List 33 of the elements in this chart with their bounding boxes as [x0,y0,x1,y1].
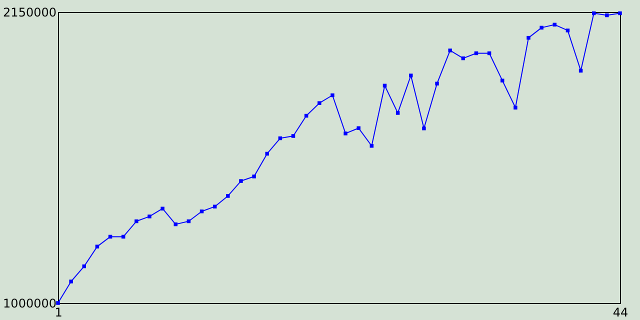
point [618,11,622,16]
point [252,174,256,178]
point [344,132,348,136]
point [526,36,530,40]
point [226,194,230,198]
point [500,78,504,82]
point [239,179,243,183]
point [435,82,439,86]
y-tick-label: 2150000 [3,6,56,20]
point [318,101,322,105]
point [69,280,73,284]
point [95,244,100,248]
point [448,48,452,52]
point [514,106,518,110]
line-series [56,11,622,305]
x-tick-label: 44 [612,306,628,320]
point [605,13,609,18]
point [134,219,138,224]
point [265,152,269,156]
point [200,210,204,214]
y-tick-label: 1000000 [3,296,56,310]
point [540,26,544,30]
point [566,28,570,32]
point [148,214,152,218]
point [291,134,296,138]
x-tick-label: 1 [54,306,62,320]
point [409,74,413,78]
point [356,126,360,130]
point [160,206,164,210]
point [330,93,334,98]
point [396,111,400,115]
point [212,204,217,208]
point [422,126,426,130]
